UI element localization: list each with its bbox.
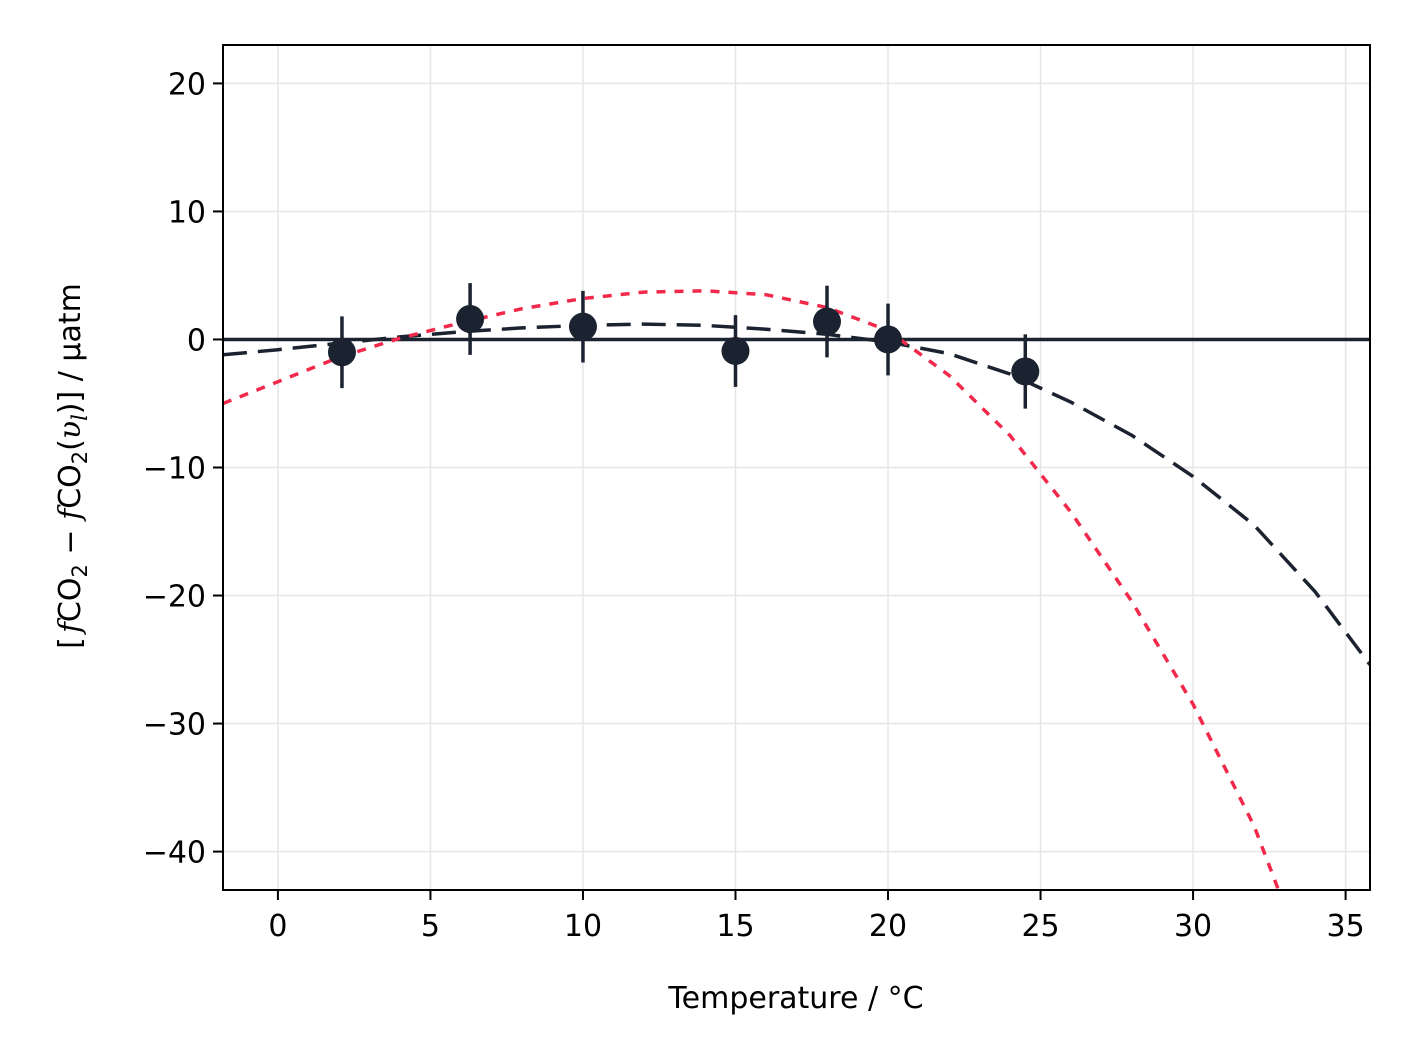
y-tick-label: 10 (168, 195, 206, 230)
data-point (568, 312, 597, 341)
y-tick-label: −10 (143, 452, 206, 487)
x-tick-label: 5 (421, 909, 440, 944)
data-points (327, 283, 1040, 409)
data-point (813, 307, 842, 336)
data-point (874, 325, 903, 354)
x-tick-label: 20 (869, 909, 907, 944)
y-tick-label: −20 (143, 580, 206, 615)
dashed-fit-curve (223, 322, 1370, 666)
fit-curves (223, 289, 1370, 890)
data-point (456, 304, 485, 333)
x-axis-label: Temperature / °C (667, 981, 923, 1016)
data-point (1011, 357, 1040, 386)
y-axis-label: [fCO2 − fCO2(υl)] / µatm (53, 283, 92, 649)
x-tick-label: 0 (268, 909, 287, 944)
y-tick-label: 20 (168, 67, 206, 102)
x-tick-label: 30 (1174, 909, 1212, 944)
y-tick-label: 0 (187, 323, 206, 358)
x-axis-ticks: 0 5 10 15 20 25 30 35 (268, 890, 1365, 944)
grid-lines (223, 45, 1370, 890)
y-axis-ticks: 20 10 0 −10 −20 −30 −40 (143, 67, 223, 871)
dotted-fit-curve (223, 289, 1281, 890)
x-tick-label: 15 (716, 909, 754, 944)
x-tick-label: 35 (1327, 909, 1365, 944)
x-tick-label: 25 (1021, 909, 1059, 944)
data-point (721, 336, 750, 365)
data-point (327, 338, 356, 367)
y-tick-label: −30 (143, 708, 206, 743)
y-tick-label: −40 (143, 836, 206, 871)
x-tick-label: 10 (564, 909, 602, 944)
